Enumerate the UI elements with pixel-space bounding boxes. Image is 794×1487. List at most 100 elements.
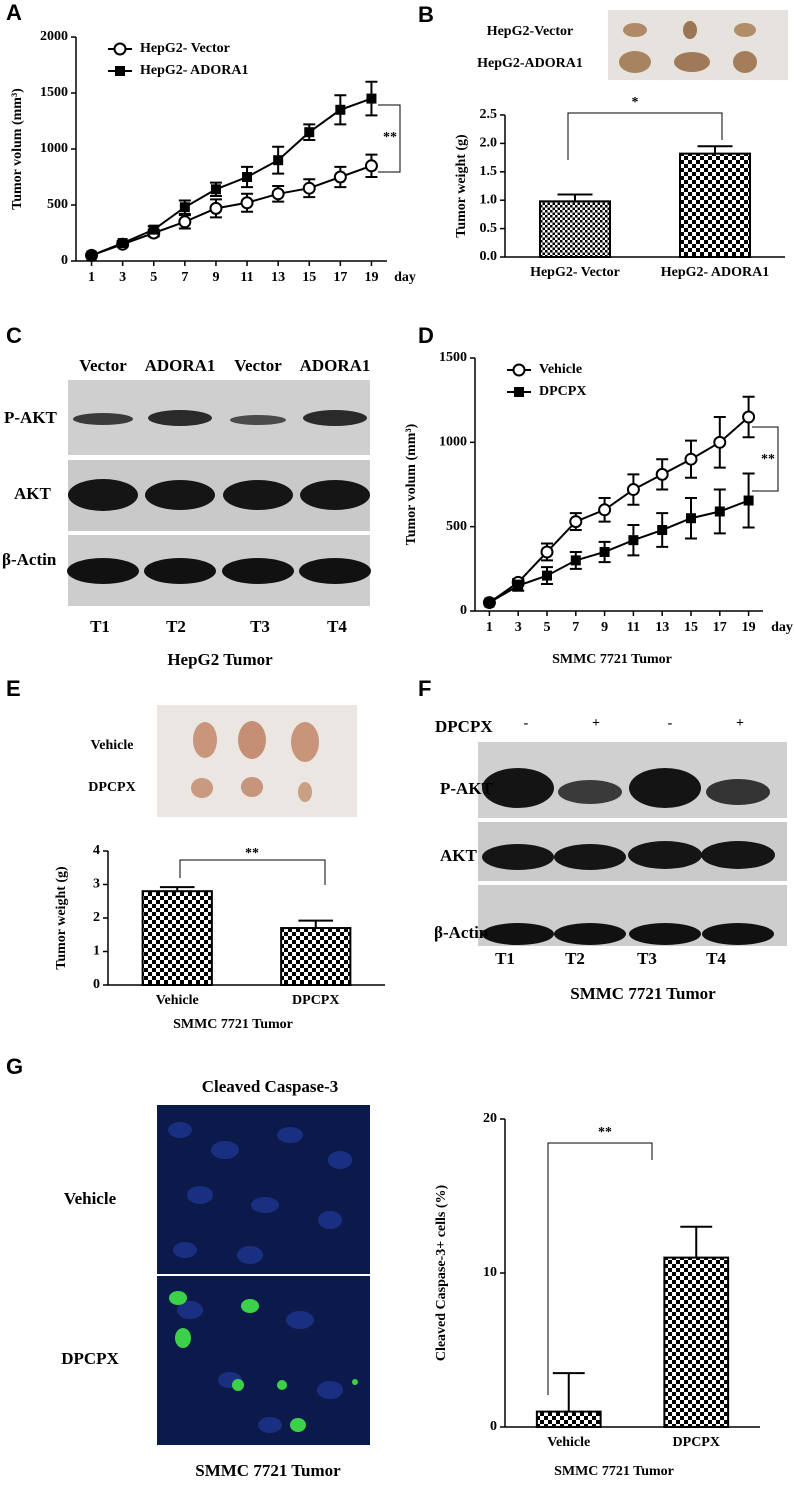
marker — [335, 104, 346, 115]
marker — [569, 515, 583, 529]
treatment-label: DPCPX — [435, 717, 493, 736]
blot-row-label: AKT — [14, 484, 52, 503]
panel-letter: D — [418, 323, 434, 348]
data-line — [91, 97, 372, 257]
marker — [333, 170, 347, 184]
image-title: Cleaved Caspase-3 — [202, 1077, 338, 1096]
x-axis-label: day — [771, 620, 793, 635]
blot-row-label: P-AKT — [440, 779, 494, 798]
marker — [599, 546, 610, 557]
lane-label: T4 — [706, 949, 726, 968]
y-tick-label: 2.0 — [480, 136, 498, 151]
y-tick-label: 1.5 — [480, 164, 498, 179]
x-tick-label: 9 — [212, 270, 219, 285]
marker — [210, 184, 221, 195]
marker — [713, 435, 727, 449]
y-tick-label: 2.5 — [480, 107, 498, 122]
x-tick-label: 5 — [544, 620, 551, 635]
marker — [179, 202, 190, 213]
legend-label: DPCPX — [539, 384, 586, 399]
photo-label: HepG2-Vector — [487, 24, 574, 39]
photo-label: HepG2-ADORA1 — [477, 56, 583, 71]
x-tick-label: 1 — [486, 620, 493, 635]
marker — [271, 187, 285, 201]
marker — [86, 250, 97, 261]
y-tick-label: 4 — [93, 843, 100, 858]
marker — [714, 506, 725, 517]
y-tick-label: 0 — [93, 977, 100, 992]
y-axis-label: Tumor volum (mm³) — [10, 88, 25, 210]
error-bar — [680, 1225, 713, 1258]
western-blot — [478, 742, 787, 946]
x-tick-label: 11 — [627, 620, 640, 635]
caption: SMMC 7721 Tumor — [570, 984, 716, 1003]
x-tick-label: 3 — [119, 270, 126, 285]
panel-letter: A — [6, 0, 22, 25]
legend-marker — [514, 387, 524, 397]
error-bar — [697, 145, 733, 154]
x-tick-label: 17 — [713, 620, 727, 635]
blot-row-label: β-Actin — [434, 923, 489, 942]
bar — [663, 1256, 730, 1428]
y-tick-label: 20 — [483, 1111, 497, 1126]
photo-label: DPCPX — [88, 780, 135, 795]
marker — [148, 224, 159, 235]
caption: SMMC 7721 Tumor — [195, 1461, 341, 1480]
legend-marker — [115, 66, 125, 76]
x-tick-label: 9 — [601, 620, 608, 635]
bar — [679, 152, 751, 258]
error-bar — [552, 1372, 585, 1412]
x-tick-label: 11 — [240, 270, 253, 285]
significance-label: ** — [383, 130, 397, 145]
x-tick-label: 19 — [742, 620, 756, 635]
significance-label: ** — [761, 452, 775, 467]
lane-label: T4 — [327, 617, 347, 636]
x-tick-label: 3 — [515, 620, 522, 635]
panel-letter: C — [6, 323, 22, 348]
tumor-photo — [608, 10, 788, 80]
lane-label: T1 — [495, 949, 515, 968]
y-tick-label: 10 — [483, 1265, 497, 1280]
x-tick-label: 1 — [88, 270, 95, 285]
y-axis-label: Tumor volum (mm³) — [404, 423, 419, 545]
blot-column-label: Vector — [79, 356, 127, 375]
x-tick-label: Vehicle — [547, 1435, 590, 1450]
marker — [742, 410, 756, 424]
marker — [542, 570, 552, 581]
data-line — [91, 164, 372, 257]
western-blot — [67, 380, 371, 606]
marker — [743, 495, 754, 506]
marker — [209, 201, 223, 215]
marker — [364, 159, 378, 173]
y-axis-label: Tumor weight (g) — [454, 134, 469, 238]
data-line — [488, 416, 750, 604]
marker — [513, 580, 524, 591]
x-tick-label: HepG2- ADORA1 — [661, 265, 770, 280]
lane-label: T2 — [565, 949, 585, 968]
blot-row-label: AKT — [440, 846, 478, 865]
y-tick-label: 3 — [93, 877, 100, 892]
y-tick-label: 1.0 — [480, 192, 498, 207]
y-tick-label: 0 — [490, 1419, 497, 1434]
marker — [484, 597, 495, 608]
x-tick-label: 7 — [572, 620, 579, 635]
panel-letter: F — [418, 676, 431, 701]
x-tick-label: DPCPX — [292, 993, 339, 1008]
y-tick-label: 1 — [93, 944, 100, 959]
y-tick-label: 500 — [47, 197, 68, 212]
blot-column-label: Vector — [234, 356, 282, 375]
y-tick-label: 1500 — [439, 350, 467, 365]
significance-label: ** — [245, 846, 259, 861]
blot-column-label: + — [592, 716, 600, 731]
y-tick-label: 500 — [446, 519, 467, 534]
x-tick-label: 7 — [181, 270, 188, 285]
marker — [628, 535, 639, 546]
y-tick-label: 1500 — [40, 85, 68, 100]
caption: SMMC 7721 Tumor — [173, 1017, 293, 1032]
marker — [598, 503, 612, 517]
error-bar — [159, 886, 195, 892]
x-tick-label: 13 — [655, 620, 669, 635]
image-row-label: DPCPX — [61, 1349, 119, 1368]
marker — [178, 215, 192, 229]
